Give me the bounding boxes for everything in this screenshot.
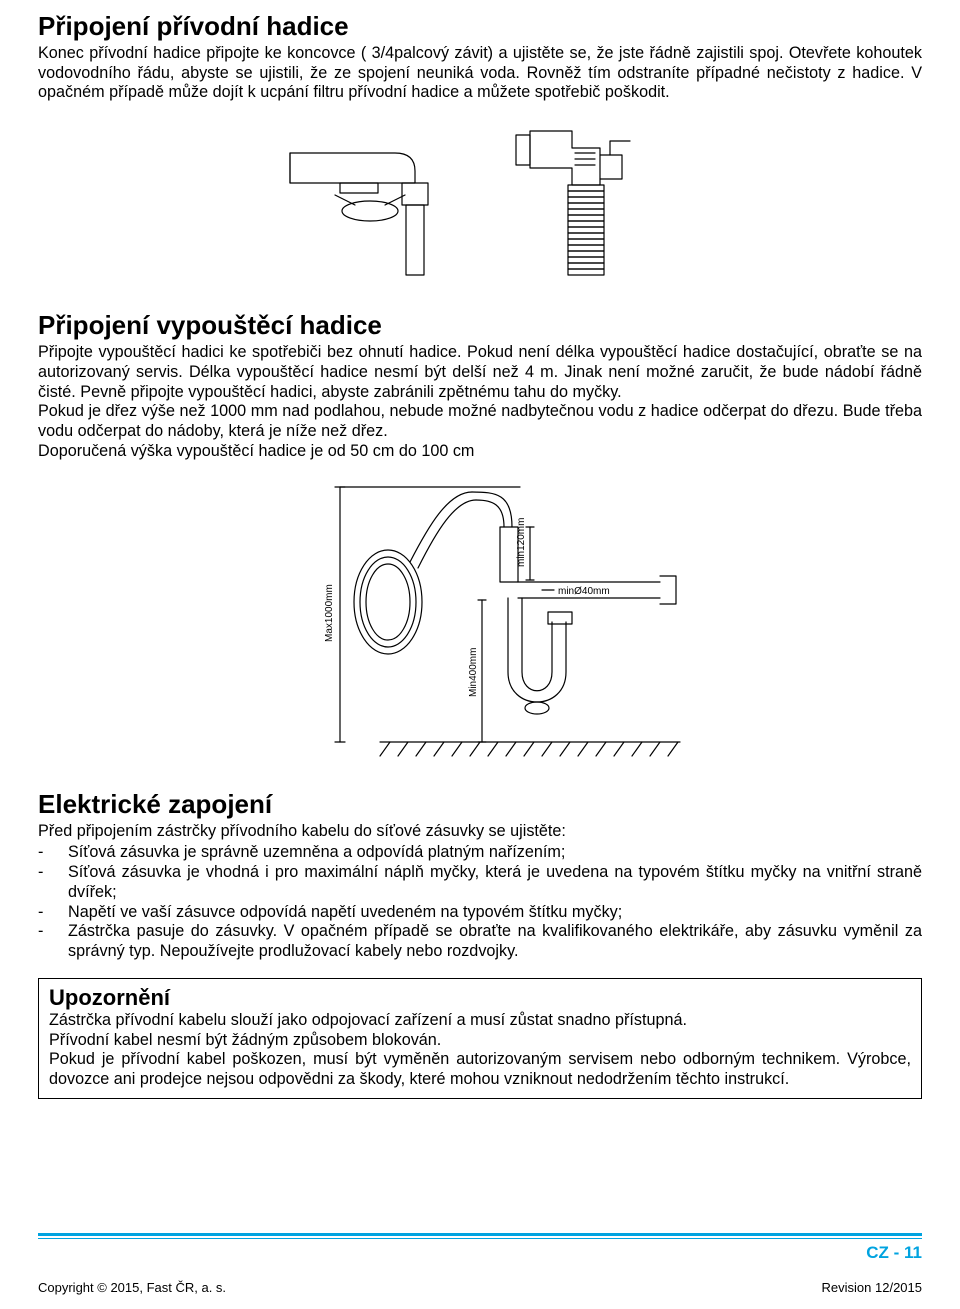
copyright-text: Copyright © 2015, Fast ČR, a. s. — [38, 1280, 226, 1295]
figure-drain-hose: Max1000mm min120mm minØ40mm — [260, 472, 700, 772]
warning-body: Zástrčka přívodní kabelu slouží jako odp… — [49, 1011, 911, 1090]
section-inlet-hose: Připojení přívodní hadice Konec přívodní… — [38, 12, 922, 103]
list-item: Napětí ve vaší zásuvce odpovídá napětí u… — [38, 903, 922, 923]
body-drain: Připojte vypouštěcí hadici ke spotřebiči… — [38, 343, 922, 462]
footer-rule — [38, 1233, 922, 1239]
warning-heading: Upozornění — [49, 985, 911, 1011]
revision-text: Revision 12/2015 — [822, 1280, 922, 1295]
list-item: Zástrčka pasuje do zásuvky. V opačném př… — [38, 922, 922, 962]
heading-drain: Připojení vypouštěcí hadice — [38, 311, 922, 341]
body-inlet: Konec přívodní hadice připojte ke koncov… — [38, 44, 922, 103]
label-min-top: min120mm — [516, 517, 527, 566]
figure-inlet-hose — [280, 113, 680, 293]
electrical-intro: Před připojením zástrčky přívodního kabe… — [38, 822, 922, 842]
section-electrical: Elektrické zapojení Před připojením zást… — [38, 790, 922, 962]
heading-electrical: Elektrické zapojení — [38, 790, 922, 820]
label-siphon-h: Min400mm — [468, 647, 479, 696]
label-max-height: Max1000mm — [324, 584, 335, 642]
list-item: Síťová zásuvka je vhodná i pro maximální… — [38, 863, 922, 903]
heading-inlet: Připojení přívodní hadice — [38, 12, 922, 42]
warning-box: Upozornění Zástrčka přívodní kabelu slou… — [38, 978, 922, 1099]
section-drain-hose: Připojení vypouštěcí hadice Připojte vyp… — [38, 311, 922, 461]
electrical-bullets: Síťová zásuvka je správně uzemněna a odp… — [38, 843, 922, 962]
label-diameter: minØ40mm — [558, 586, 610, 597]
page-number: CZ - 11 — [866, 1243, 922, 1263]
list-item: Síťová zásuvka je správně uzemněna a odp… — [38, 843, 922, 863]
